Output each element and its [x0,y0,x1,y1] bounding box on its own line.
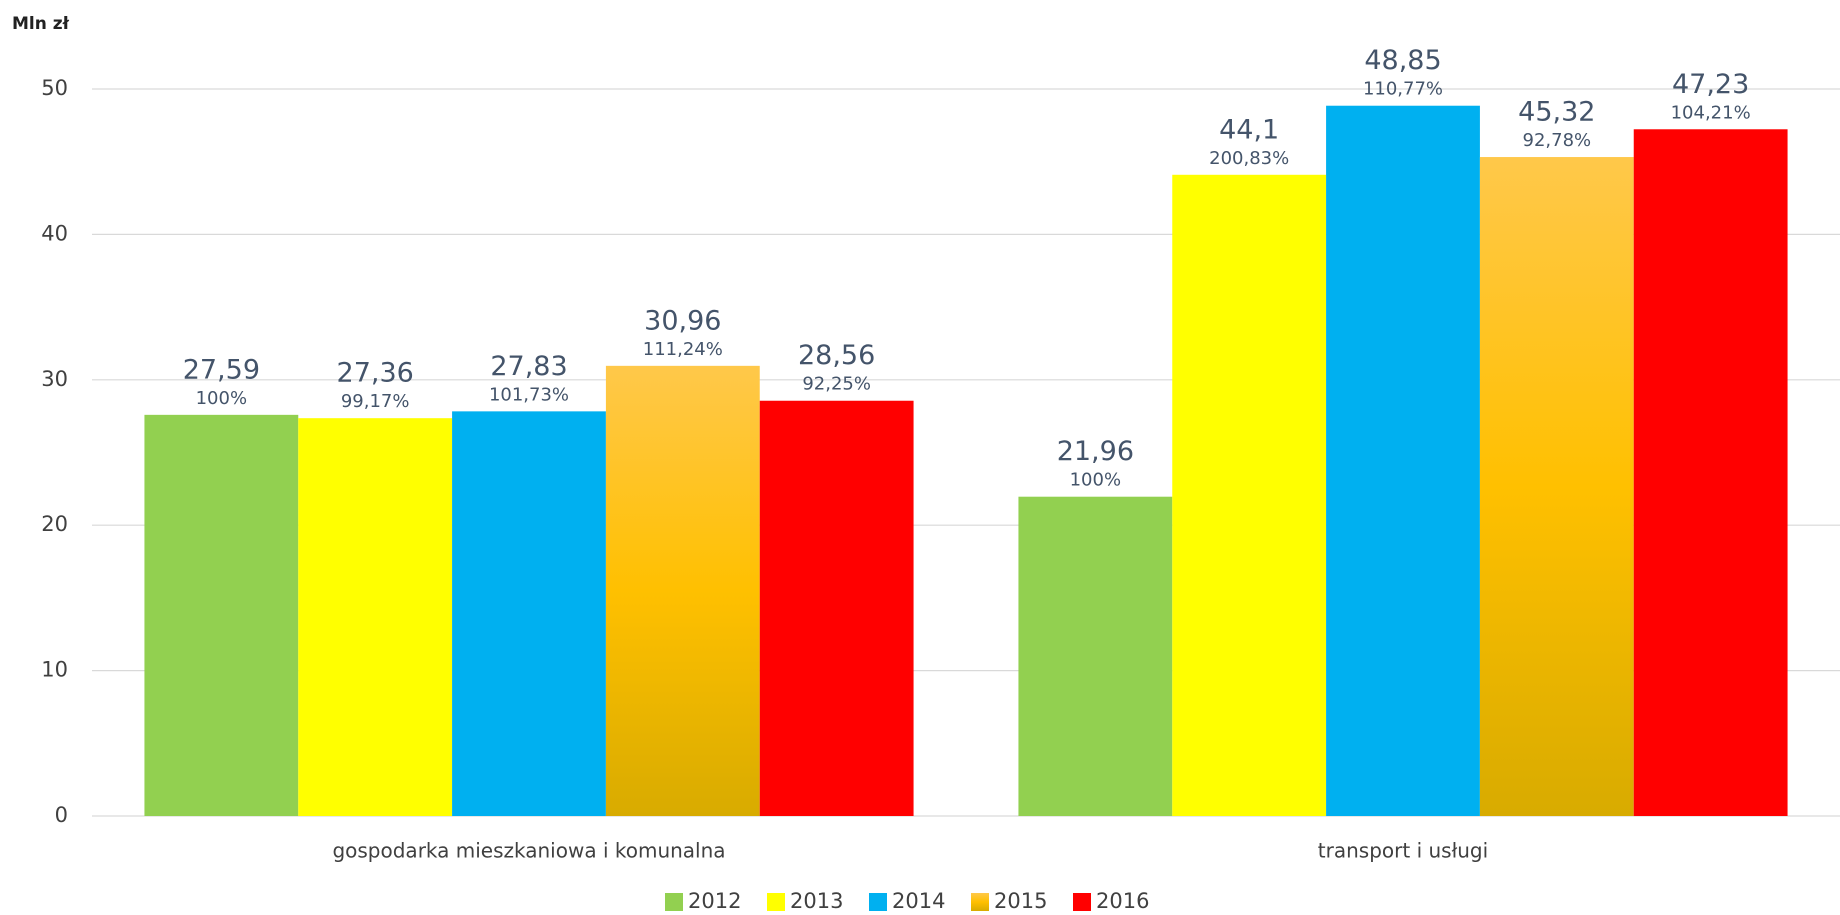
percent-label: 92,25% [802,374,871,395]
percent-label: 101,73% [489,384,569,405]
value-label: 44,1 [1219,114,1279,145]
bar [1633,129,1788,816]
y-tick-label: 30 [41,367,68,391]
bar [298,418,453,816]
value-label: 47,23 [1672,69,1749,100]
bar [144,414,299,816]
value-label: 27,36 [337,358,414,389]
bar [1018,496,1173,816]
y-tick-label: 20 [41,512,68,536]
y-tick-label: 50 [41,76,68,100]
bar [1172,174,1327,816]
bar [605,365,760,816]
y-tick-label: 10 [41,658,68,682]
bar [1326,105,1480,816]
bar [1479,157,1634,817]
percent-label: 104,21% [1671,102,1751,123]
percent-label: 200,83% [1209,148,1289,169]
legend-label: 2015 [994,889,1047,913]
legend-swatch [869,893,887,911]
value-label: 28,56 [798,340,875,371]
legend-label: 2014 [892,889,945,913]
legend-swatch [767,893,785,911]
value-label: 45,32 [1518,97,1595,128]
x-tick-label: gospodarka mieszkaniowa i komunalna [332,839,725,863]
value-label: 30,96 [644,305,721,336]
legend-swatch [1073,893,1091,911]
y-axis-label: Mln zł [12,14,70,34]
percent-label: 99,17% [341,391,410,412]
percent-label: 92,78% [1523,130,1592,151]
value-label: 27,83 [490,351,567,382]
percent-label: 110,77% [1363,79,1443,100]
x-tick-label: transport i usługi [1318,839,1488,863]
value-label: 21,96 [1057,436,1134,467]
y-tick-label: 40 [41,221,68,245]
percent-label: 111,24% [643,339,723,360]
legend-swatch [665,893,683,911]
percent-label: 100% [196,388,247,409]
legend-swatch [971,893,989,911]
y-tick-label: 0 [55,803,68,827]
percent-label: 100% [1070,470,1121,491]
value-label: 27,59 [183,354,260,385]
legend-label: 2012 [688,889,741,913]
legend-label: 2013 [790,889,843,913]
legend-label: 2016 [1096,889,1149,913]
bar [452,411,606,816]
value-label: 48,85 [1364,45,1441,76]
bar [759,400,914,816]
